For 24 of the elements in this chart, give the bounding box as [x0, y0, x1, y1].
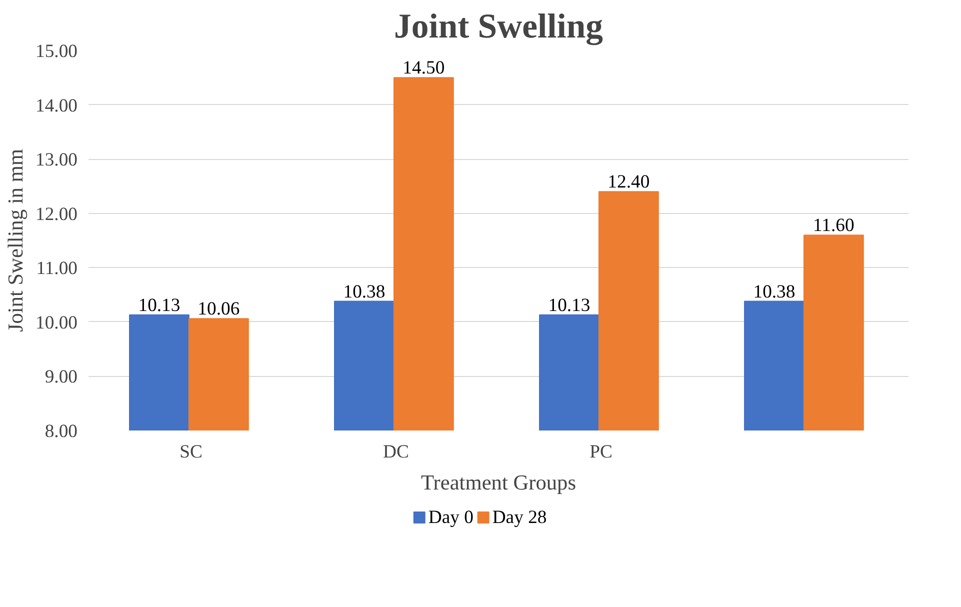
data-label: 12.40 [608, 172, 650, 193]
y-tick-label: 14.00 [36, 95, 78, 116]
x-tick-label: DC [383, 442, 409, 462]
y-tick-label: 13.00 [36, 150, 78, 171]
data-label: 10.13 [548, 294, 590, 316]
y-tick-label: 8.00 [44, 421, 78, 442]
chart-title: Joint Swelling [394, 8, 603, 46]
legend-label: Day 28 [492, 507, 547, 528]
data-label: 10.06 [198, 298, 240, 320]
x-tick-label: PC [590, 442, 612, 462]
y-tick-label: 15.00 [36, 41, 78, 62]
data-label: 10.38 [753, 281, 796, 302]
data-label: 11.60 [813, 215, 854, 236]
y-axis-title: Joint Swelling in mm [4, 148, 28, 332]
x-tick-label: SC [180, 442, 202, 462]
data-label: 14.50 [402, 58, 445, 79]
y-tick-label: 10.00 [36, 312, 78, 334]
data-label: 10.13 [138, 294, 180, 316]
y-tick-label: 9.00 [44, 366, 78, 388]
data-label: 10.38 [343, 281, 386, 302]
y-tick-label: 11.00 [36, 258, 78, 280]
y-tick-label: 12.00 [36, 204, 78, 225]
x-axis-title: Treatment Groups [420, 470, 576, 494]
legend-label: Day 0 [428, 507, 474, 528]
